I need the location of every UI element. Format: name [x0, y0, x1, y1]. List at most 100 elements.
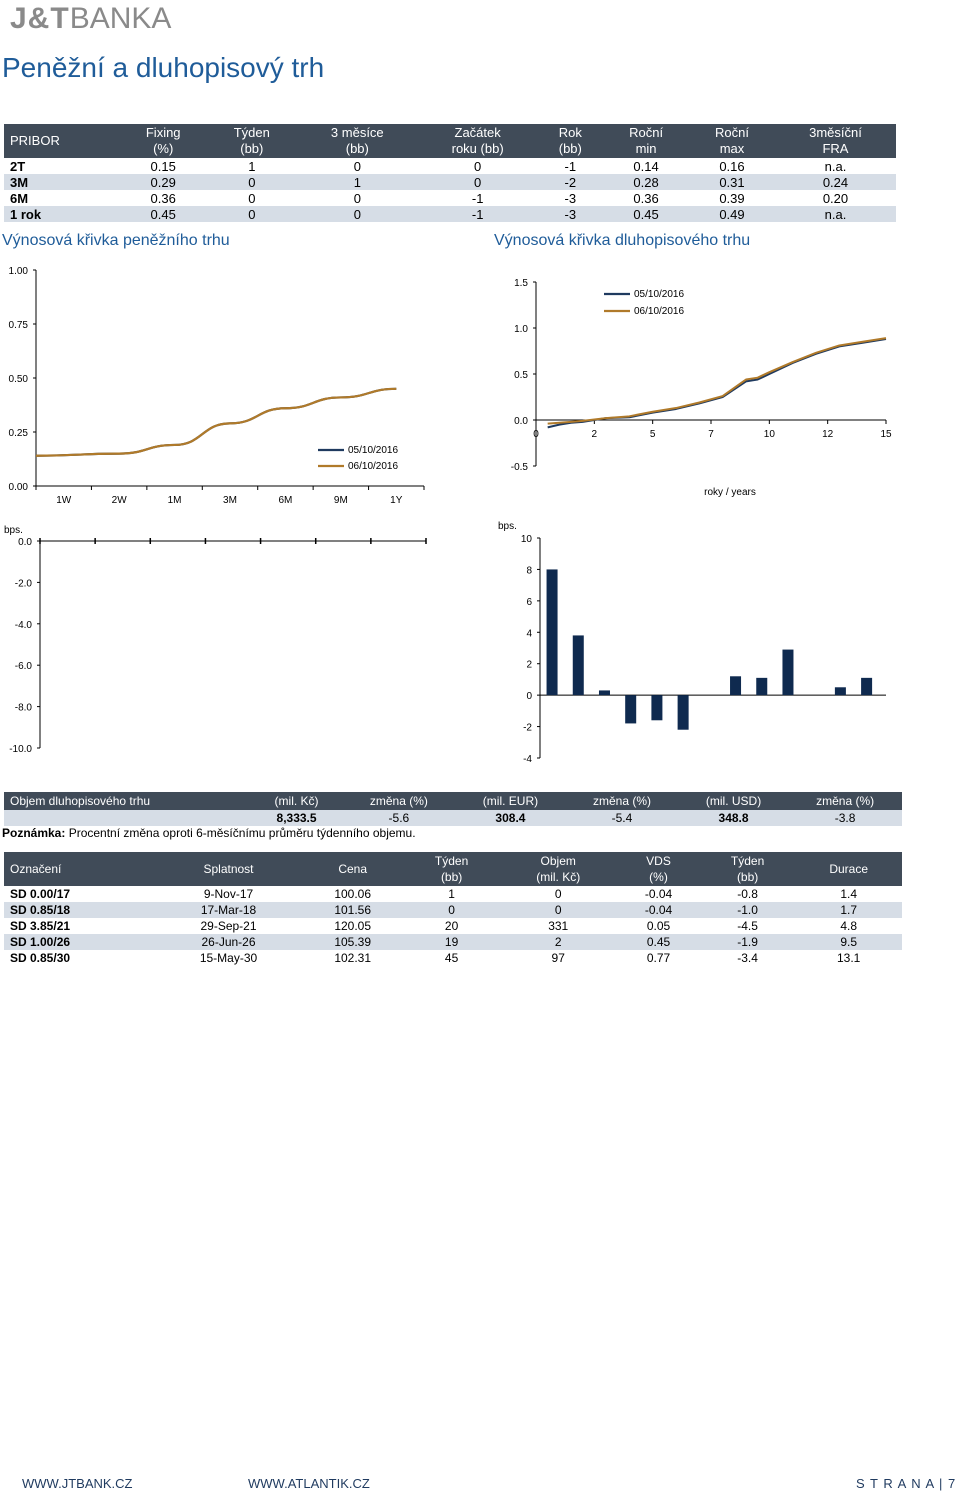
table-cell: -3 — [537, 206, 604, 222]
bar — [546, 569, 558, 696]
table-cell: 0.16 — [719, 158, 745, 174]
table-cell: -1 — [564, 158, 577, 174]
y-tick-label: 0.25 — [9, 428, 29, 439]
table-cell: -1 — [417, 206, 538, 222]
page-number: S T R A N A | 7 — [856, 1476, 957, 1491]
x-tick-label: 10 — [764, 429, 776, 440]
table-cell: SD 0.00/17 — [10, 887, 71, 901]
bar — [625, 695, 637, 724]
col-header: PRIBOR — [4, 124, 120, 158]
table-cell: 26-Jun-26 — [155, 934, 302, 950]
table-cell: 1 rok — [4, 206, 120, 222]
series-line-05-10-2016 — [547, 338, 887, 429]
col-header: 3 měsíce (bb) — [296, 124, 418, 158]
y-tick-label: 1.5 — [514, 278, 528, 289]
volume-note: Poznámka: Procentní změna oproti 6-měsíč… — [2, 826, 416, 840]
legend-label: 05/10/2016 — [348, 445, 398, 456]
col-header: Roční max — [689, 124, 775, 158]
table-cell: 0.36 — [150, 190, 176, 206]
volume-cell — [4, 810, 252, 826]
col-header: Cena — [301, 852, 404, 886]
y-tick-label: 2 — [526, 660, 532, 671]
table-cell: 0.29 — [119, 174, 207, 190]
table-cell: -1 — [471, 190, 484, 206]
table-cell: 105.39 — [301, 934, 404, 950]
col-header: 3měsíční FRA — [774, 124, 896, 158]
table-cell: -0.04 — [617, 902, 700, 918]
bar — [598, 690, 610, 696]
x-tick-label: 1M — [168, 495, 182, 506]
table-cell: 0.45 — [617, 934, 700, 950]
footer-link-jtbank[interactable]: WWW.JTBANK.CZ — [22, 1476, 133, 1491]
table-cell: 0.05 — [646, 919, 671, 933]
y-tick-label: -4 — [523, 754, 532, 765]
x-tick-label: 12 — [822, 429, 834, 440]
table-cell: 97 — [551, 951, 565, 965]
bar — [730, 676, 742, 696]
table-cell: -3 — [564, 190, 577, 206]
x-tick-label: 5 — [650, 429, 656, 440]
table-cell: 0 — [554, 887, 562, 901]
table-cell: 1.7 — [795, 902, 902, 918]
volume-cell: -5.6 — [342, 810, 456, 826]
y-tick-label: 0.50 — [9, 374, 29, 385]
table-cell: -0.8 — [737, 887, 758, 901]
bar — [756, 677, 768, 696]
table-cell: 102.31 — [334, 951, 372, 965]
table-row: 3M 0.29 0 1 0 -2 0.28 0.31 0.24 — [4, 174, 896, 190]
bar — [572, 635, 584, 696]
footer-link-atlantik[interactable]: WWW.ATLANTIK.CZ — [248, 1476, 370, 1491]
series-line-06-10-2016 — [547, 337, 887, 425]
table-cell: 9.5 — [795, 934, 902, 950]
col-header: Rok (bb) — [537, 124, 604, 158]
legend-label: 05/10/2016 — [634, 289, 684, 300]
bar — [677, 695, 689, 730]
table-row: 6M 0.36 0 0 -1 -3 0.36 0.39 0.20 — [4, 190, 896, 206]
table-cell: 0.14 — [633, 158, 659, 174]
col-header: Splatnost — [155, 852, 302, 886]
table-cell: 15-May-30 — [199, 951, 258, 965]
table-cell: 0 — [248, 190, 256, 206]
table-cell: 29-Sep-21 — [200, 919, 257, 933]
y-tick-label: -2.0 — [15, 578, 33, 589]
bar — [834, 687, 846, 696]
volume-cell: 348.8 — [678, 810, 789, 826]
table-cell: -1.0 — [699, 902, 796, 918]
volume-header: (mil. USD) — [678, 792, 789, 810]
y-tick-label: -2 — [523, 723, 532, 734]
table-cell: -3.4 — [737, 951, 758, 965]
bar — [782, 649, 794, 696]
legend-label: 06/10/2016 — [348, 461, 398, 472]
volume-header: změna (%) — [565, 792, 679, 810]
table-cell: 1 — [448, 887, 455, 901]
pribor-table: PRIBOR Fixing (%) Týden (bb) 3 měsíce (bb) … — [4, 124, 896, 222]
x-tick-label: 1Y — [390, 495, 403, 506]
col-header: Fixing (%) — [119, 124, 207, 158]
table-cell: 0 — [499, 902, 618, 918]
volume-table: Objem dluhopisového trhu (mil. Kč) změna… — [4, 792, 902, 826]
section-money-curve: Výnosová křivka peněžního trhu — [2, 232, 230, 249]
x-tick-label: 6M — [278, 495, 292, 506]
col-header: VDS (%) — [617, 852, 700, 886]
y-axis-unit: bps. — [498, 521, 517, 532]
table-cell: 4.8 — [840, 919, 857, 933]
y-tick-label: 0.75 — [9, 320, 29, 331]
x-tick-label: 3M — [223, 495, 237, 506]
table-cell: -2 — [537, 174, 604, 190]
bonds-table: Označení Splatnost Cena Týden (bb) Objem(… — [4, 852, 902, 966]
y-tick-label: 0.0 — [18, 537, 32, 548]
table-cell: 1.4 — [840, 887, 857, 901]
volume-cell: 308.4 — [455, 810, 566, 826]
table-cell: 13.1 — [836, 951, 861, 965]
col-header: Objem (mil. Kč) — [499, 852, 618, 886]
table-cell: 0 — [353, 190, 361, 206]
y-tick-label: 10 — [521, 534, 533, 545]
volume-header: změna (%) — [788, 792, 902, 810]
table-cell: 45 — [444, 951, 459, 965]
y-tick-label: 4 — [526, 628, 532, 639]
y-tick-label: 1.0 — [514, 324, 528, 335]
y-tick-label: -6.0 — [15, 661, 33, 672]
table-cell: 0 — [206, 206, 297, 222]
table-row: 2T 0.15 1 0 0 -1 0.14 0.16 n.a. — [4, 158, 896, 174]
series-line-06-10-2016 — [35, 387, 397, 457]
